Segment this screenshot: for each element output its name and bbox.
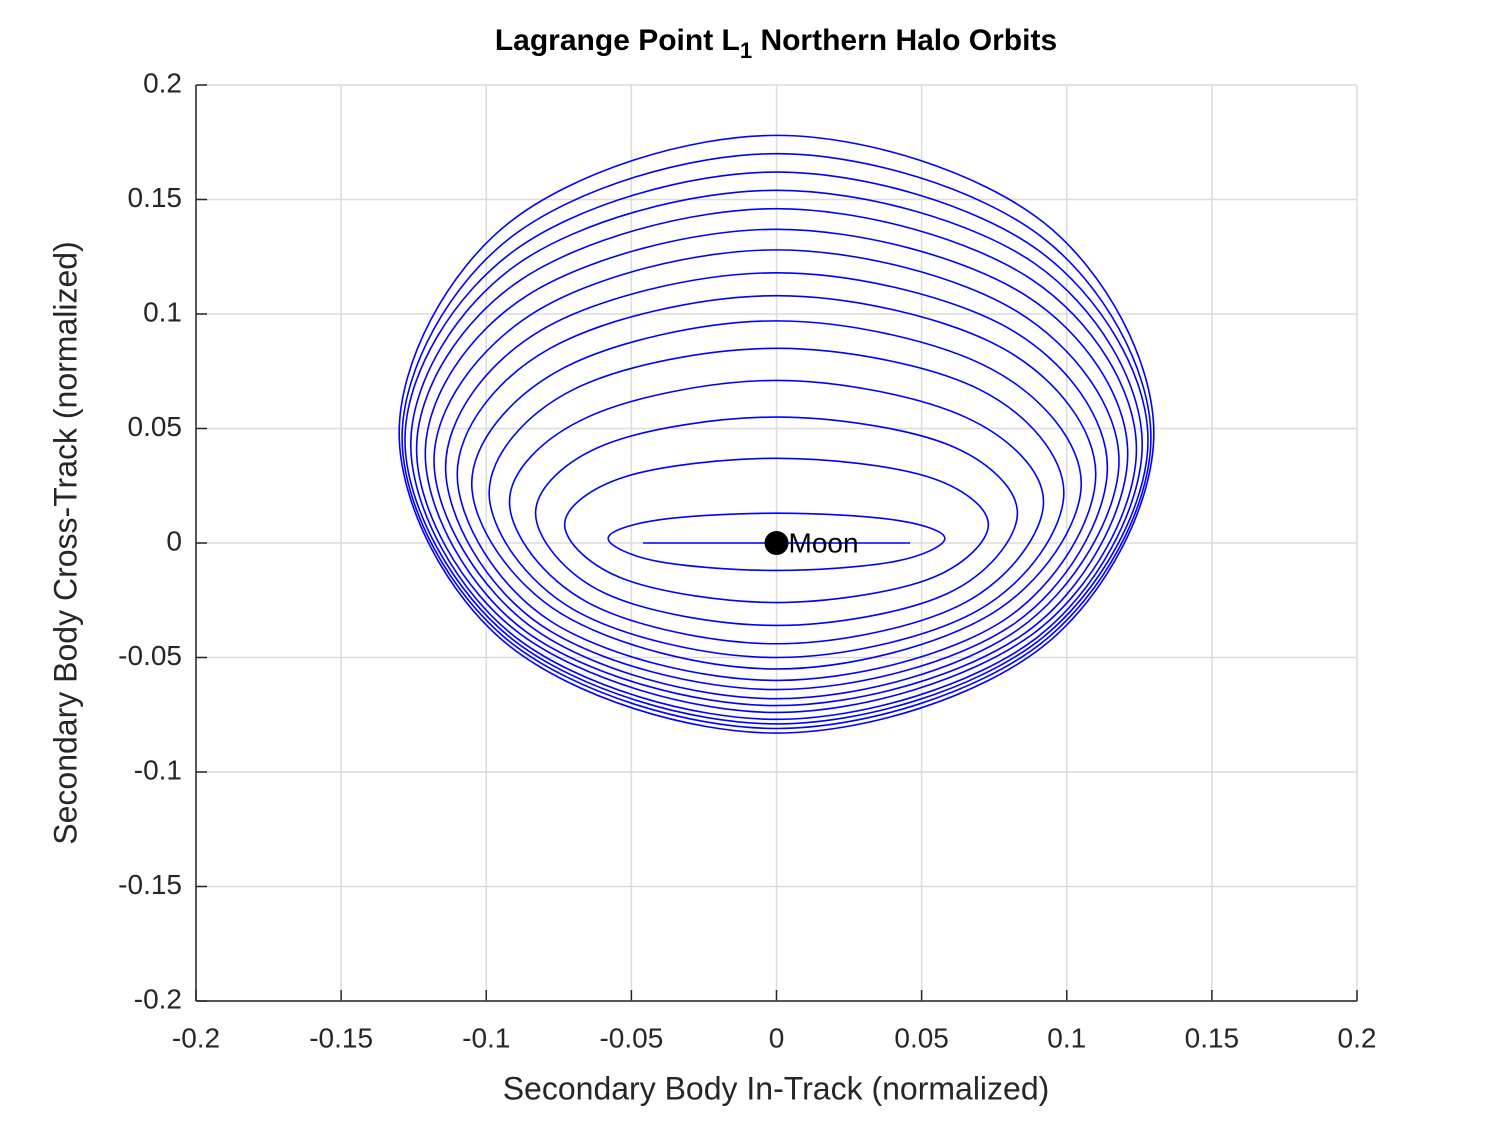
orbit-line	[456, 294, 1097, 682]
title-subscript: 1	[740, 38, 752, 63]
chart-title: Lagrange Point L1 Northern Halo Orbits	[495, 24, 1057, 63]
y-tick-label: -0.15	[118, 869, 182, 900]
orbit-line	[470, 320, 1083, 670]
orbit-line	[607, 512, 946, 572]
y-tick-label: 0.1	[143, 296, 182, 327]
moon-marker	[764, 531, 789, 555]
x-tick-label: 0.05	[894, 1022, 949, 1053]
orbit-line	[508, 379, 1045, 645]
orbit-line	[401, 152, 1152, 730]
orbit-line	[444, 271, 1109, 691]
orbit-line	[433, 249, 1120, 700]
x-tick-label: 0.15	[1185, 1022, 1240, 1053]
y-tick-label: 0	[166, 525, 182, 556]
x-tick-label: -0.05	[599, 1022, 663, 1053]
y-tick-label: -0.05	[118, 640, 182, 671]
orbit-line	[534, 416, 1019, 627]
x-tick-label: -0.2	[172, 1022, 220, 1053]
y-tick-label: -0.1	[134, 754, 182, 785]
x-tick-label: 0.1	[1047, 1022, 1086, 1053]
y-tick-label: -0.2	[134, 983, 182, 1014]
x-tick-label: -0.15	[309, 1022, 373, 1053]
annotation-label: Moon	[789, 527, 859, 558]
y-axis-label: Secondary Body Cross-Track (normalized)	[47, 241, 83, 844]
x-tick-label: 0	[769, 1022, 785, 1053]
y-tick-label: 0.05	[128, 411, 183, 442]
orbit-line	[409, 189, 1144, 721]
x-tick-label: 0.2	[1338, 1022, 1377, 1053]
y-tick-label: 0.2	[143, 67, 182, 98]
orbit-line	[404, 171, 1149, 725]
orbit-line	[563, 457, 990, 604]
title-text: Lagrange Point L	[495, 24, 740, 57]
x-tick-label: -0.1	[462, 1022, 510, 1053]
x-axis-label: Secondary Body In-Track (normalized)	[503, 1070, 1050, 1106]
y-tick-label: 0.15	[128, 182, 183, 213]
orbit-line	[398, 134, 1155, 734]
title-text: Northern Halo Orbits	[752, 24, 1057, 57]
orbit-line	[424, 228, 1129, 707]
orbit-line	[488, 347, 1065, 659]
orbit-line	[415, 207, 1138, 714]
